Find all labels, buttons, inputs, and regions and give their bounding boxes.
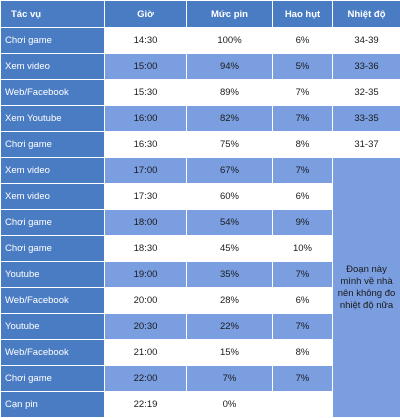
loss-cell <box>272 391 333 418</box>
table-row: Xem video 17:00 67% 7% Đoạn này mình về … <box>0 157 400 418</box>
loss-cell: 6% <box>272 27 333 54</box>
task-cell: Xem video <box>0 53 105 80</box>
header-task: Tác vụ <box>0 0 105 28</box>
task-cell: Chơi game <box>0 209 105 236</box>
time-cell: 14:30 <box>104 27 187 54</box>
loss-cell: 8% <box>272 131 333 158</box>
battery-cell: 54% <box>186 209 273 236</box>
temp-cell: 33-36 <box>332 53 400 80</box>
temp-cell: 33-35 <box>332 105 400 132</box>
battery-cell: 35% <box>186 261 273 288</box>
battery-cell: 94% <box>186 53 273 80</box>
task-cell: Chơi game <box>0 365 105 392</box>
task-cell: Web/Facebook <box>0 79 105 106</box>
battery-cell: 7% <box>186 365 273 392</box>
battery-cell: 0% <box>186 391 273 418</box>
table-row: Chơi game 18:30 45% 10% <box>0 235 400 262</box>
header-time: Giờ <box>104 0 187 28</box>
table-row: Web/Facebook 15:30 89% 7% 32-35 <box>0 79 400 106</box>
task-cell: Xem Youtube <box>0 105 105 132</box>
table-row: Youtube 19:00 35% 7% <box>0 261 400 288</box>
header-temp: Nhiệt độ <box>332 0 400 28</box>
table-row: Chơi game 22:00 7% 7% <box>0 365 400 392</box>
time-cell: 17:30 <box>104 183 187 210</box>
time-cell: 19:00 <box>104 261 187 288</box>
task-cell: Chơi game <box>0 27 105 54</box>
header-battery: Mức pin <box>186 0 273 28</box>
temp-cell: 32-35 <box>332 79 400 106</box>
task-cell: Chơi game <box>0 235 105 262</box>
loss-cell: 5% <box>272 53 333 80</box>
loss-cell: 7% <box>272 105 333 132</box>
time-cell: 15:30 <box>104 79 187 106</box>
temp-cell: 31-37 <box>332 131 400 158</box>
temp-cell: 34-39 <box>332 27 400 54</box>
battery-cell: 100% <box>186 27 273 54</box>
table-row: Chơi game 18:00 54% 9% <box>0 209 400 236</box>
task-cell: Xem video <box>0 157 105 184</box>
battery-cell: 75% <box>186 131 273 158</box>
table-row: Xem video 17:30 60% 6% <box>0 183 400 210</box>
task-cell: Xem video <box>0 183 105 210</box>
table-row: Chơi game 14:30 100% 6% 34-39 <box>0 27 400 54</box>
task-cell: Web/Facebook <box>0 339 105 366</box>
loss-cell: 7% <box>272 157 333 184</box>
header-loss: Hao hụt <box>272 0 333 28</box>
time-cell: 20:00 <box>104 287 187 314</box>
time-cell: 18:30 <box>104 235 187 262</box>
battery-cell: 89% <box>186 79 273 106</box>
time-cell: 15:00 <box>104 53 187 80</box>
loss-cell: 7% <box>272 79 333 106</box>
battery-cell: 60% <box>186 183 273 210</box>
loss-cell: 7% <box>272 365 333 392</box>
loss-cell: 10% <box>272 235 333 262</box>
time-cell: 22:19 <box>104 391 187 418</box>
time-cell: 17:00 <box>104 157 187 184</box>
task-cell: Youtube <box>0 261 105 288</box>
task-cell: Chơi game <box>0 131 105 158</box>
battery-cell: 22% <box>186 313 273 340</box>
battery-cell: 45% <box>186 235 273 262</box>
time-cell: 18:00 <box>104 209 187 236</box>
temp-note: Đoạn này mình về nhà nên không đo nhiệt … <box>332 157 400 418</box>
task-cell: Web/Facebook <box>0 287 105 314</box>
task-cell: Youtube <box>0 313 105 340</box>
battery-cell: 15% <box>186 339 273 366</box>
loss-cell: 8% <box>272 339 333 366</box>
loss-cell: 6% <box>272 183 333 210</box>
table-row: Cạn pin 22:19 0% <box>0 391 400 418</box>
table-row: Xem video 15:00 94% 5% 33-36 <box>0 53 400 80</box>
table-row: Web/Facebook 20:00 28% 6% <box>0 287 400 314</box>
table-row: Xem Youtube 16:00 82% 7% 33-35 <box>0 105 400 132</box>
table-row: Chơi game 16:30 75% 8% 31-37 <box>0 131 400 158</box>
header-row: Tác vụ Giờ Mức pin Hao hụt Nhiệt độ <box>0 0 400 28</box>
table-row: Web/Facebook 21:00 15% 8% <box>0 339 400 366</box>
battery-cell: 28% <box>186 287 273 314</box>
loss-cell: 7% <box>272 313 333 340</box>
time-cell: 16:30 <box>104 131 187 158</box>
time-cell: 20:30 <box>104 313 187 340</box>
task-cell: Cạn pin <box>0 391 105 418</box>
table-row: Youtube 20:30 22% 7% <box>0 313 400 340</box>
loss-cell: 9% <box>272 209 333 236</box>
time-cell: 21:00 <box>104 339 187 366</box>
loss-cell: 6% <box>272 287 333 314</box>
battery-cell: 82% <box>186 105 273 132</box>
battery-cell: 67% <box>186 157 273 184</box>
time-cell: 16:00 <box>104 105 187 132</box>
time-cell: 22:00 <box>104 365 187 392</box>
loss-cell: 7% <box>272 261 333 288</box>
